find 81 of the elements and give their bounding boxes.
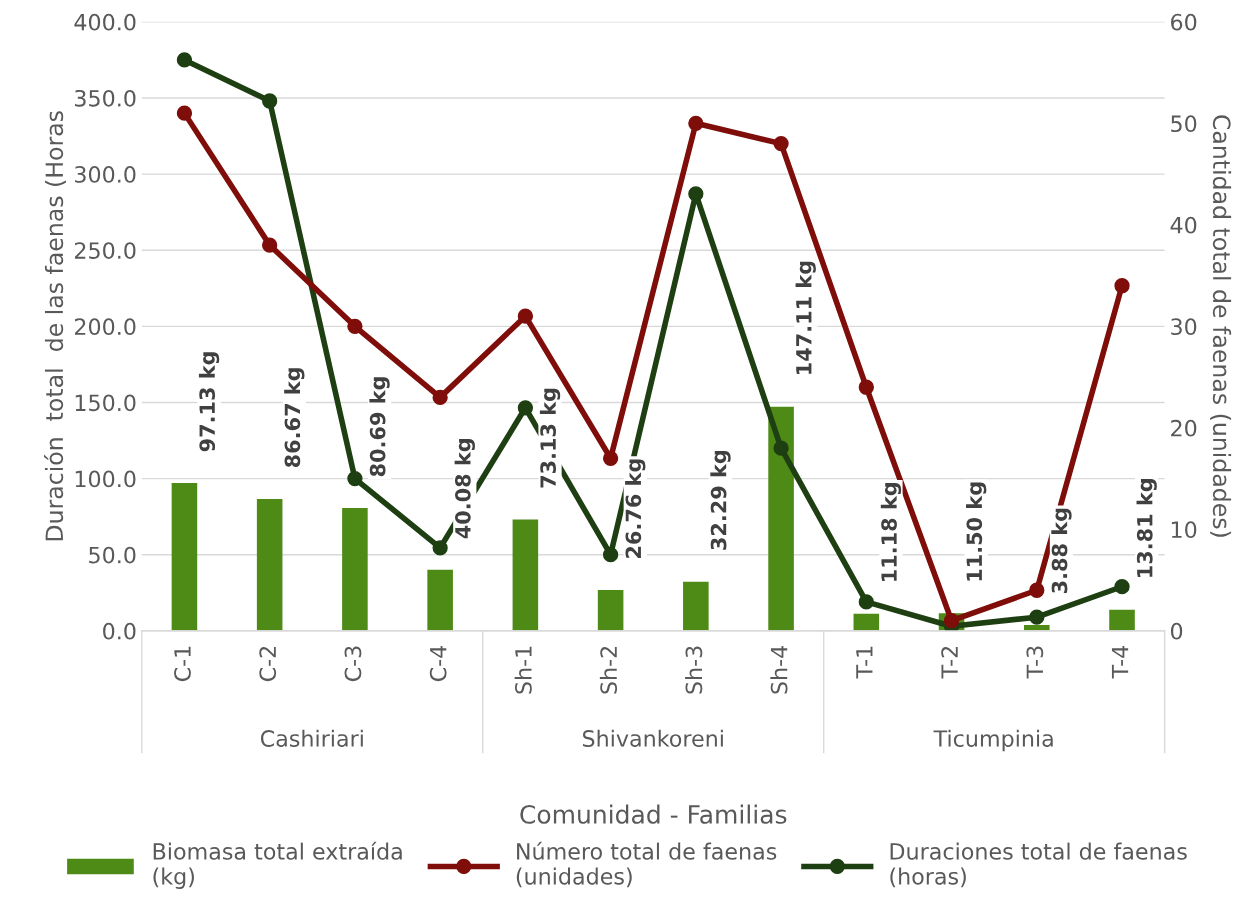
point [773, 440, 789, 456]
point [1029, 609, 1045, 625]
data-label: 80.69 kg [369, 377, 390, 477]
x-tick-label: C-4 [429, 645, 447, 682]
data-label: 147.11 kg [795, 261, 816, 374]
bar [427, 569, 453, 631]
y-tick-label: 100.0 [75, 470, 136, 488]
x-tick-label: C-1 [174, 646, 191, 682]
point [1114, 579, 1130, 595]
x-tick-label: Sh-4 [770, 645, 788, 694]
data-label: 3.88 kg [1051, 508, 1072, 593]
data-label: 32.29 kg [710, 450, 731, 550]
x-tick-label: Sh-2 [599, 646, 618, 694]
point [176, 52, 193, 68]
bar [171, 482, 198, 631]
data-label: 26.76 kg [625, 459, 646, 558]
text: Ticumpinia [933, 729, 1053, 752]
y2-axis-title: Cantidad total de faenas (unidades) [1210, 115, 1232, 537]
data-label: 73.13 kg [539, 388, 561, 488]
point [858, 594, 874, 610]
y-tick-label: 200.0 [74, 318, 136, 336]
data-label: 40.08 kg [454, 439, 475, 539]
legend-label: Biomasa total extraída (kg) [153, 841, 402, 889]
y-tick-label: 400.0 [74, 13, 136, 31]
point [262, 237, 278, 253]
x-tick-label: T-3 [1026, 646, 1044, 679]
x-tick-label: C-2 [259, 646, 277, 682]
text: Cashiriari [260, 729, 363, 747]
point [688, 115, 704, 131]
point [858, 379, 874, 395]
y-tick-label: 250.0 [74, 242, 136, 259]
y-tick-label: 50.0 [89, 546, 136, 564]
y-tick-label: 0.0 [103, 622, 136, 640]
x-tick-label: Sh-3 [685, 646, 703, 694]
bar [683, 581, 709, 631]
y-tick-label: 350.0 [75, 89, 136, 107]
point [602, 450, 619, 466]
data-label: 97.13 kg [198, 352, 220, 452]
data-label: 11.18 kg [880, 483, 902, 581]
y2-tick-label: 30 [1171, 318, 1197, 336]
x-axis-title: Comunidad - Familias [520, 804, 787, 824]
point [262, 93, 278, 109]
x-tick-label: T-2 [941, 646, 958, 679]
text: Shivankoreni [582, 729, 723, 747]
point [176, 105, 193, 121]
y-axis-title: Duración total de las faenas (Horas [43, 111, 66, 541]
data-label: 13.81 kg [1136, 479, 1157, 577]
x-tick-label: T-1 [856, 646, 873, 679]
point [347, 318, 363, 334]
y2-tick-label: 40 [1170, 216, 1197, 234]
data-label: 86.67 kg [284, 368, 305, 468]
bar [342, 507, 368, 631]
bar [256, 498, 283, 631]
bar [768, 406, 794, 631]
point [517, 400, 534, 416]
point [432, 389, 448, 406]
data-label: 11.50 kg [966, 482, 987, 581]
y2-tick-label: 10 [1171, 521, 1197, 539]
point [773, 135, 789, 152]
x-tick-label: C-3 [344, 646, 362, 682]
point [1029, 582, 1045, 598]
bar [512, 519, 539, 631]
y2-tick-label: 0 [1170, 622, 1183, 640]
point [347, 470, 363, 487]
bar [597, 590, 624, 631]
legend-label: Duraciones total de faenas (horas) [890, 842, 1187, 888]
bar [853, 613, 880, 631]
x-tick-label: Sh-1 [514, 646, 532, 694]
y2-tick-label: 60 [1171, 13, 1197, 31]
bar [1109, 609, 1135, 631]
x-tick-label: T-4 [1111, 645, 1129, 679]
legend-label: Número total de faenas (unidades) [516, 841, 777, 888]
point [517, 308, 534, 324]
y-tick-label: 300.0 [75, 166, 136, 183]
point [602, 547, 619, 563]
point [1114, 278, 1130, 294]
point [688, 186, 704, 202]
y2-tick-label: 50 [1171, 115, 1197, 133]
point [432, 540, 448, 556]
y-tick-label: 150.0 [75, 394, 136, 412]
y2-tick-label: 20 [1171, 419, 1197, 437]
